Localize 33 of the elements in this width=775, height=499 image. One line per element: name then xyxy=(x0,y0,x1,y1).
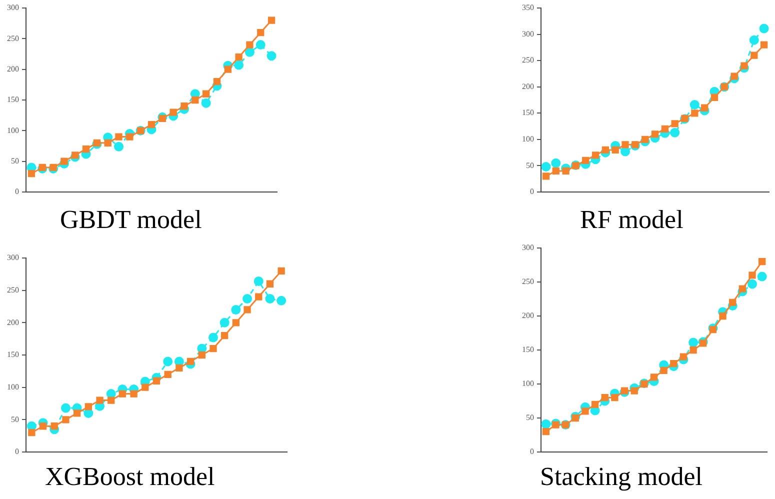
y-tick-label: 100 xyxy=(7,126,19,135)
text: XGBoost model xyxy=(45,462,215,492)
y-tick-label: 0 xyxy=(530,187,534,196)
y-tick-label: 150 xyxy=(7,95,19,104)
y-tick-label: 350 xyxy=(522,3,534,12)
y-tick-label: 0 xyxy=(530,447,534,456)
y-tick-label: 300 xyxy=(522,29,534,38)
y-tick-label: 0 xyxy=(15,187,19,196)
y-tick-label: 250 xyxy=(7,34,19,43)
y-tick-label: 150 xyxy=(522,345,534,354)
text: GBDT model xyxy=(60,205,202,235)
y-tick-label: 200 xyxy=(522,311,534,320)
text: RF model xyxy=(580,205,684,235)
y-tick-label: 250 xyxy=(7,285,19,294)
y-tick-label: 300 xyxy=(7,253,19,262)
y-tick-label: 100 xyxy=(522,379,534,388)
y-tick-label: 0 xyxy=(15,447,19,456)
y-tick-label: 50 xyxy=(11,414,19,424)
y-tick-label: 200 xyxy=(7,318,19,327)
y-tick-label: 300 xyxy=(7,3,19,12)
text: Stacking model xyxy=(540,462,702,492)
y-tick-label: 50 xyxy=(526,413,534,422)
y-tick-label: 200 xyxy=(7,64,19,74)
y-tick-label: 50 xyxy=(526,160,534,170)
y-tick-label: 150 xyxy=(7,350,19,360)
y-tick-label: 100 xyxy=(522,134,534,144)
y-tick-label: 100 xyxy=(7,382,19,392)
y-tick-label: 250 xyxy=(522,56,534,65)
y-tick-label: 150 xyxy=(522,108,534,118)
y-tick-label: 50 xyxy=(11,156,19,166)
y-tick-label: 300 xyxy=(522,243,534,252)
y-tick-label: 250 xyxy=(522,277,534,286)
y-tick-label: 200 xyxy=(522,82,534,91)
